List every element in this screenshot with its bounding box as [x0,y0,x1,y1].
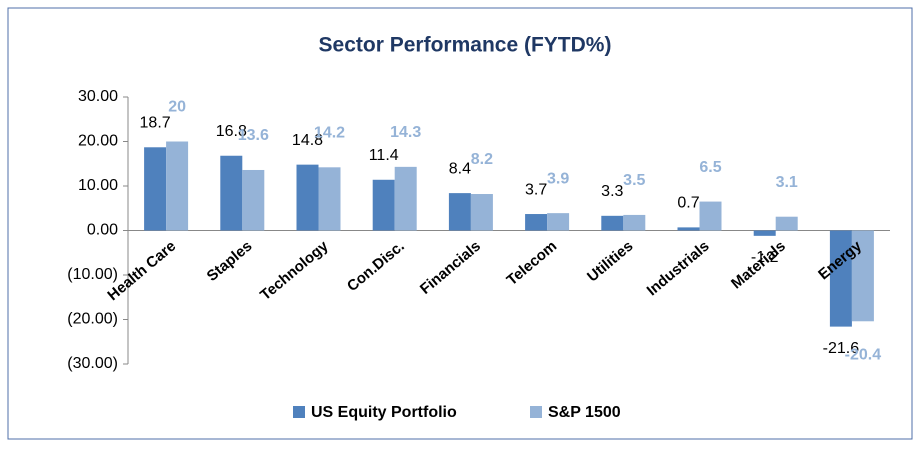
bar [470,194,493,231]
bar [601,215,624,231]
data-label: 8.2 [471,151,493,168]
data-label: 14.2 [314,125,345,142]
data-label: 3.3 [601,183,623,200]
data-label: 16.8 [216,123,247,140]
data-label: 13.6 [238,127,269,144]
data-label: 18.7 [140,115,171,132]
data-label: 3.1 [776,174,798,191]
data-label: 14.8 [292,132,323,149]
data-label: 11.4 [369,147,399,164]
bar [220,155,243,231]
y-tick-label: (20.00) [67,311,118,328]
data-label: 14.3 [390,124,421,141]
bar [242,169,265,231]
bar [623,214,646,231]
bar [699,201,722,231]
y-tick-label: 20.00 [78,133,118,150]
y-tick-label: (10.00) [67,266,118,283]
legend-label: US Equity Portfolio [311,404,457,421]
data-label: 3.5 [623,172,645,189]
legend-swatch [530,406,542,418]
chart-title: Sector Performance (FYTD%) [319,34,612,57]
bar [851,230,874,322]
legend-swatch [293,406,305,418]
bar [166,141,189,231]
bar [547,213,570,231]
bar [318,167,341,231]
bar [448,193,471,231]
data-label: 3.7 [525,181,547,198]
data-label: -21.6 [823,340,860,357]
data-label: 0.7 [677,195,699,212]
y-tick-label: 30.00 [78,88,118,105]
data-label: -1.2 [751,249,779,266]
bar [296,164,319,231]
bar [144,147,167,231]
data-label: 6.5 [699,159,721,176]
legend-label: S&P 1500 [548,404,621,421]
bar [394,166,417,231]
bar [525,214,548,231]
data-label: 3.9 [547,170,569,187]
y-tick-label: 0.00 [87,222,118,239]
data-label: -20.4 [845,346,882,363]
y-tick-label: 10.00 [78,177,118,194]
bar [753,230,776,236]
data-label: 8.4 [449,160,471,177]
bar [775,216,798,231]
bar [677,227,700,231]
bar [372,179,395,231]
data-label: 20 [168,99,186,116]
y-tick-label: (30.00) [67,355,118,372]
bar [829,230,852,327]
